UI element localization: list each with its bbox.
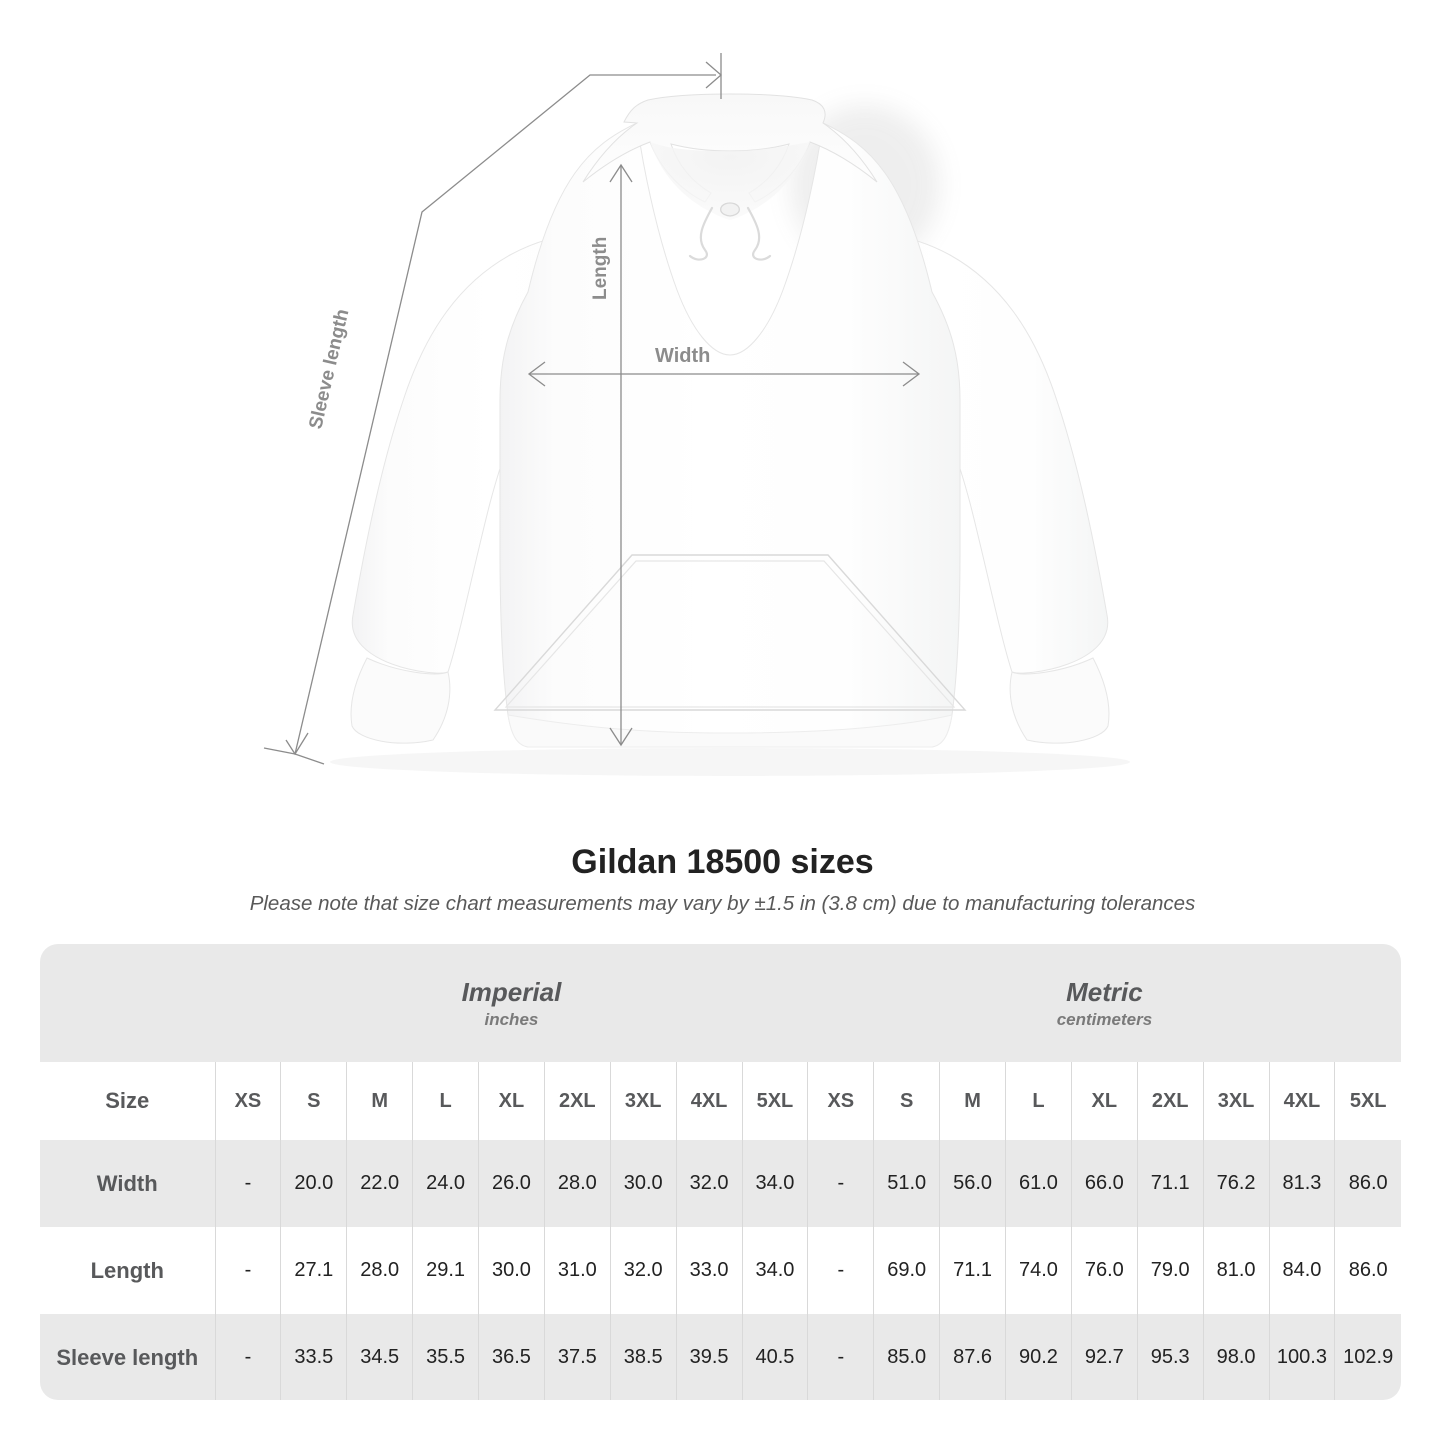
svg-text:Sleeve length: Sleeve length (305, 307, 353, 431)
svg-text:Length: Length (590, 237, 611, 300)
svg-text:Width: Width (655, 345, 710, 367)
